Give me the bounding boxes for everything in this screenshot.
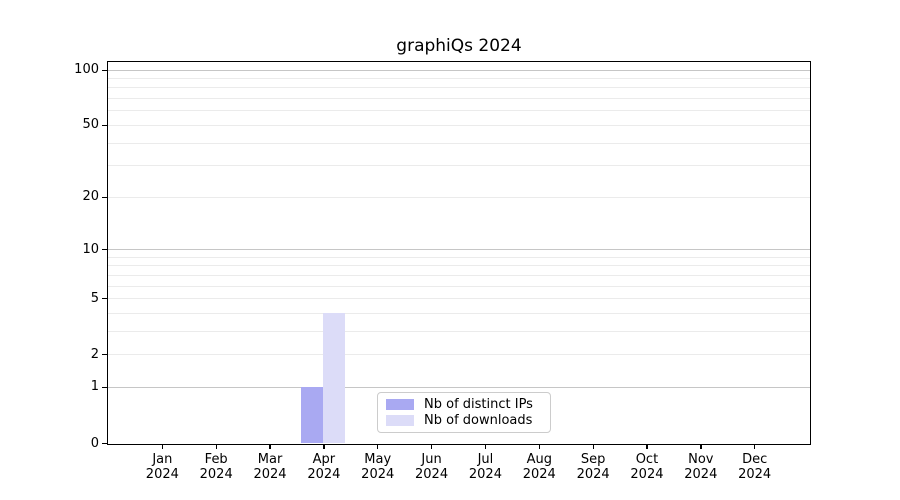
minor-gridline-y-4 xyxy=(108,312,810,314)
x-tick-month: Dec xyxy=(742,451,768,467)
x-tick-mark-aug xyxy=(538,443,540,449)
y-tick-mark-50 xyxy=(102,124,108,127)
y-tick-mark-5 xyxy=(102,297,108,300)
x-tick-month: Oct xyxy=(635,451,659,467)
minor-gridline-y-50 xyxy=(108,124,810,126)
x-tick-month: Nov xyxy=(688,451,714,467)
y-tick-label-1: 1 xyxy=(90,379,99,395)
x-tick-month: Sep xyxy=(580,451,606,467)
y-tick-label-20: 20 xyxy=(82,189,99,205)
plot-area: Nb of distinct IPs Nb of downloads xyxy=(107,61,811,445)
gridlines-layer xyxy=(108,62,810,444)
x-tick-year: 2024 xyxy=(684,467,718,482)
y-tick-label-50: 50 xyxy=(82,117,99,133)
x-tick-month: Jul xyxy=(477,451,494,467)
minor-gridline-y-5 xyxy=(108,298,810,300)
legend-label-distinct-ips: Nb of distinct IPs xyxy=(424,396,533,412)
x-tick-label-mar: Mar 2024 xyxy=(240,452,300,483)
legend-swatch-downloads-icon xyxy=(386,415,414,427)
y-tick-label-2: 2 xyxy=(90,346,99,362)
x-tick-year: 2024 xyxy=(468,467,502,482)
x-tick-label-oct: Oct 2024 xyxy=(617,452,677,483)
x-tick-mark-nov xyxy=(700,443,702,449)
y-tick-mark-100 xyxy=(102,69,108,71)
x-tick-mark-mar xyxy=(269,443,271,449)
x-tick-month: Jan xyxy=(152,451,173,467)
x-tick-mark-oct xyxy=(646,443,648,449)
y-tick-mark-1 xyxy=(102,386,108,389)
minor-gridline-y-80 xyxy=(108,87,810,89)
x-tick-mark-jul xyxy=(484,443,487,449)
minor-gridline-y-40 xyxy=(108,142,810,144)
y-tick-label-100: 100 xyxy=(74,62,99,78)
y-tick-mark-2 xyxy=(102,354,108,356)
y-tick-mark-10 xyxy=(102,248,108,251)
legend-item-distinct-ips: Nb of distinct IPs xyxy=(386,397,542,412)
x-tick-month: Apr xyxy=(312,451,336,467)
x-tick-label-nov: Nov 2024 xyxy=(671,452,731,483)
x-tick-year: 2024 xyxy=(253,467,287,482)
x-tick-year: 2024 xyxy=(199,467,233,482)
minor-gridline-y-30 xyxy=(108,165,810,167)
minor-gridline-y-8 xyxy=(108,265,810,267)
x-tick-year: 2024 xyxy=(738,467,772,482)
x-tick-year: 2024 xyxy=(415,467,449,482)
minor-gridline-y-7 xyxy=(108,274,810,276)
minor-gridline-y-90 xyxy=(108,78,810,80)
x-tick-month: Mar xyxy=(257,451,283,467)
minor-gridline-y-3 xyxy=(108,330,810,332)
minor-gridline-y-9 xyxy=(108,256,810,258)
x-tick-year: 2024 xyxy=(307,467,341,482)
minor-gridline-y-2 xyxy=(108,354,810,356)
x-tick-label-jan: Jan 2024 xyxy=(132,452,192,483)
legend: Nb of distinct IPs Nb of downloads xyxy=(377,392,551,433)
x-tick-mark-may xyxy=(377,443,379,449)
chart-title: graphiQs 2024 xyxy=(396,36,522,56)
x-tick-mark-jun xyxy=(430,443,433,449)
x-tick-label-apr: Apr 2024 xyxy=(294,452,354,483)
x-tick-mark-dec xyxy=(754,443,756,449)
x-tick-label-feb: Feb 2024 xyxy=(186,452,246,483)
x-tick-label-may: May 2024 xyxy=(348,452,408,483)
x-tick-month: Aug xyxy=(526,451,552,467)
minor-gridline-y-6 xyxy=(108,285,810,287)
x-tick-label-jul: Jul 2024 xyxy=(455,452,515,483)
x-tick-label-jun: Jun 2024 xyxy=(402,452,462,483)
y-tick-label-0: 0 xyxy=(90,435,99,451)
y-tick-label-5: 5 xyxy=(90,290,99,306)
legend-swatch-distinct-ips-icon xyxy=(386,398,414,410)
x-tick-label-sep: Sep 2024 xyxy=(563,452,623,483)
x-tick-month: Feb xyxy=(204,451,228,467)
bar-downloads-apr xyxy=(323,312,346,443)
x-tick-year: 2024 xyxy=(145,467,179,482)
x-tick-mark-apr xyxy=(323,443,325,449)
x-tick-year: 2024 xyxy=(630,467,664,482)
bar-distinct-ips-apr xyxy=(301,386,324,443)
bars-layer xyxy=(108,62,810,444)
y-tick-label-10: 10 xyxy=(82,241,99,257)
x-tick-year: 2024 xyxy=(576,467,610,482)
x-tick-year: 2024 xyxy=(522,467,556,482)
y-tick-mark-20 xyxy=(102,196,108,198)
x-tick-mark-jan xyxy=(161,443,164,449)
x-tick-label-dec: Dec 2024 xyxy=(725,452,785,483)
minor-gridline-y-20 xyxy=(108,196,810,198)
y-tick-mark-0 xyxy=(102,442,108,445)
major-gridline-y-100 xyxy=(108,69,810,71)
x-tick-year: 2024 xyxy=(361,467,395,482)
major-gridline-y-1 xyxy=(108,386,810,389)
x-tick-label-aug: Aug 2024 xyxy=(509,452,569,483)
minor-gridline-y-70 xyxy=(108,98,810,100)
x-tick-mark-sep xyxy=(592,443,594,449)
minor-gridline-y-60 xyxy=(108,110,810,112)
x-tick-mark-feb xyxy=(215,443,217,449)
legend-label-downloads: Nb of downloads xyxy=(424,413,533,429)
x-tick-month: May xyxy=(364,451,392,467)
x-tick-month: Jun xyxy=(421,451,442,467)
legend-item-downloads: Nb of downloads xyxy=(386,413,542,428)
major-gridline-y-10 xyxy=(108,249,810,251)
